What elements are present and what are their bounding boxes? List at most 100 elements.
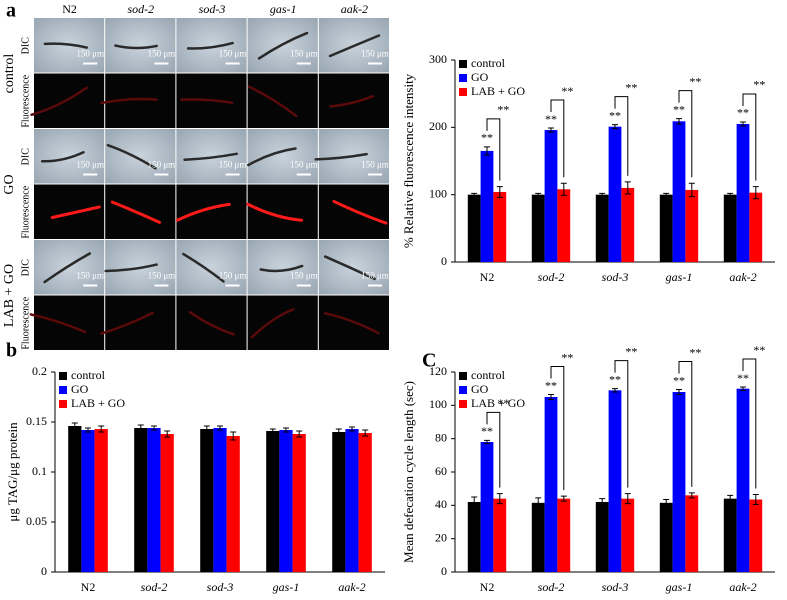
strain-header: aak-2 xyxy=(341,2,368,16)
error-bar xyxy=(230,431,237,441)
bar xyxy=(595,194,609,262)
y-tick-label: 300 xyxy=(429,52,447,66)
legend-swatch xyxy=(459,60,467,68)
bar xyxy=(672,392,686,572)
y-tick-label: 0.1 xyxy=(32,464,47,478)
error-bar xyxy=(599,498,606,506)
bar xyxy=(749,499,763,572)
error-bar xyxy=(296,430,303,438)
scale-bar-label: 150 μm xyxy=(219,271,247,281)
scale-bar-label: 150 μm xyxy=(148,271,176,281)
channel-label: Fluorescence xyxy=(20,296,31,349)
scale-bar-label: 150 μm xyxy=(290,49,318,59)
group-label: control xyxy=(2,54,17,94)
fluorescence-image xyxy=(176,184,247,239)
bar xyxy=(358,433,372,572)
y-axis-label: Mean defecation cycle length (sec) xyxy=(401,381,416,563)
worm xyxy=(114,44,158,50)
x-tick-label: gas-1 xyxy=(273,580,300,594)
x-tick-label: sod-2 xyxy=(538,580,565,594)
worm xyxy=(188,310,235,336)
bar xyxy=(544,397,558,572)
y-tick-label: 60 xyxy=(435,464,447,478)
error-bar xyxy=(727,192,734,197)
significance-label: ** xyxy=(737,371,749,385)
worm xyxy=(110,200,162,224)
y-tick-label: 40 xyxy=(435,497,447,511)
x-tick-label: sod-2 xyxy=(141,580,168,594)
fluorescence-image xyxy=(105,295,176,350)
panel-label: C xyxy=(422,350,436,372)
worm xyxy=(247,147,297,167)
significance-label: ** xyxy=(673,102,685,116)
error-bar xyxy=(151,425,157,431)
x-tick-label: gas-1 xyxy=(666,270,693,284)
legend-label: GO xyxy=(471,382,489,396)
significance-label: ** xyxy=(545,112,557,126)
error-bar xyxy=(85,427,91,433)
bar xyxy=(685,189,699,262)
error-bar xyxy=(548,394,554,400)
bar xyxy=(480,150,494,262)
worm xyxy=(257,31,309,60)
error-bar xyxy=(217,425,223,431)
significance-label: ** xyxy=(609,108,621,122)
legend-label: control xyxy=(471,56,506,70)
legend-label: GO xyxy=(71,382,89,396)
error-bar xyxy=(548,127,554,133)
error-bar xyxy=(663,499,670,507)
worm xyxy=(180,98,234,105)
bar xyxy=(531,502,545,572)
bar xyxy=(659,194,673,262)
significance-bracket xyxy=(614,96,629,176)
significance-label: ** xyxy=(609,372,621,386)
fluorescence-image xyxy=(247,73,318,128)
scale-bar-label: 150 μm xyxy=(76,49,104,59)
worm xyxy=(100,97,159,105)
legend-swatch xyxy=(459,386,467,394)
bar xyxy=(332,432,346,572)
legend-swatch xyxy=(59,386,67,394)
fluorescence-image xyxy=(247,184,318,239)
worm xyxy=(246,202,304,222)
scale-bar-label: 150 μm xyxy=(148,160,176,170)
worm xyxy=(314,152,368,161)
fluorescence-image xyxy=(34,295,105,350)
legend-swatch xyxy=(459,372,467,380)
bar xyxy=(595,502,609,572)
error-bar xyxy=(535,497,542,509)
fluorescence-image xyxy=(176,295,247,350)
x-tick-label: N2 xyxy=(480,580,495,594)
error-bar xyxy=(727,494,734,503)
legend-label: control xyxy=(71,368,106,382)
bar xyxy=(621,187,635,262)
error-bar xyxy=(349,426,355,432)
worm xyxy=(183,152,238,161)
fluorescence-image xyxy=(318,73,389,128)
error-bar xyxy=(71,422,78,430)
legend-label: GO xyxy=(471,70,489,84)
error-bar xyxy=(98,425,105,433)
y-tick-label: 0 xyxy=(441,564,447,578)
x-tick-label: sod-2 xyxy=(538,270,565,284)
error-bar xyxy=(560,495,567,502)
significance-label: ** xyxy=(625,80,637,94)
error-bar xyxy=(752,186,759,200)
scale-bar-label: 150 μm xyxy=(219,49,247,59)
significance-label: ** xyxy=(737,106,749,120)
error-bar xyxy=(612,388,618,393)
significance-label: ** xyxy=(673,373,685,387)
y-tick-label: 200 xyxy=(429,119,447,133)
bar xyxy=(345,429,359,572)
bar xyxy=(608,126,622,262)
error-bar xyxy=(137,424,144,432)
bar xyxy=(659,502,673,572)
bar xyxy=(557,498,571,572)
bar xyxy=(621,498,635,572)
error-bar xyxy=(752,494,759,505)
bar xyxy=(94,429,108,572)
scale-bar-label: 150 μm xyxy=(361,160,389,170)
y-tick-label: 0 xyxy=(41,564,47,578)
bar xyxy=(226,436,240,572)
